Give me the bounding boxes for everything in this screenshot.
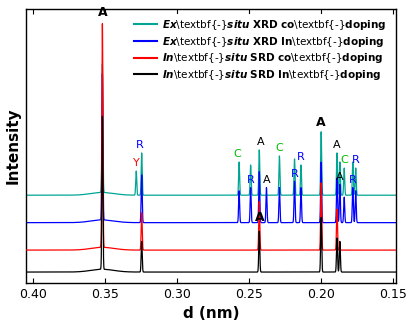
Text: R: R	[349, 175, 357, 185]
X-axis label: d (nm): d (nm)	[183, 306, 239, 321]
Text: R: R	[136, 140, 144, 150]
Text: A: A	[97, 7, 107, 19]
Y-axis label: Intensity: Intensity	[5, 108, 21, 184]
Text: C: C	[234, 149, 242, 159]
Text: A: A	[316, 116, 326, 129]
Text: Y: Y	[133, 158, 140, 168]
Text: A: A	[333, 140, 341, 150]
Text: R: R	[291, 168, 299, 179]
Text: A: A	[336, 172, 344, 182]
Text: A: A	[254, 211, 264, 224]
Text: C: C	[340, 155, 348, 165]
Legend: $\bfit{Ex}$\textbf{-}$\bfit{situ}$ $\bf{XRD}$ $\bf{co}$\textbf{-}$\bf{doping}$, : $\bfit{Ex}$\textbf{-}$\bfit{situ}$ $\bf{…	[130, 14, 391, 86]
Text: C: C	[275, 143, 283, 153]
Text: A: A	[263, 175, 270, 185]
Text: R: R	[352, 155, 360, 165]
Text: R: R	[247, 175, 254, 185]
Text: A: A	[257, 137, 264, 147]
Text: R: R	[297, 152, 305, 162]
